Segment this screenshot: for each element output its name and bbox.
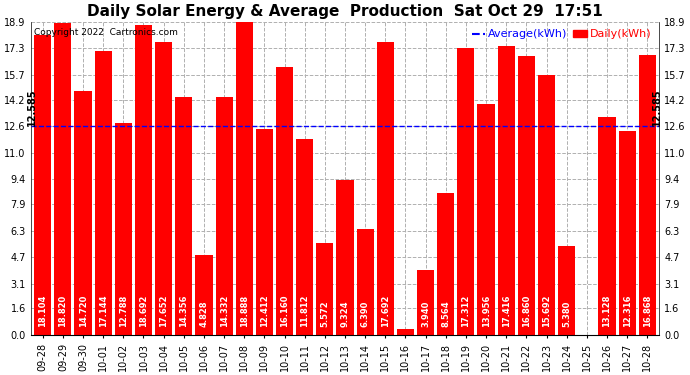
Text: 8.564: 8.564 — [441, 300, 451, 327]
Text: 17.692: 17.692 — [381, 294, 390, 327]
Bar — [135, 25, 152, 335]
Text: 13.956: 13.956 — [482, 294, 491, 327]
Text: 13.128: 13.128 — [602, 294, 611, 327]
Bar — [618, 131, 635, 335]
Bar — [296, 139, 313, 335]
Text: 14.332: 14.332 — [219, 294, 228, 327]
Bar — [598, 117, 615, 335]
Text: 18.820: 18.820 — [59, 294, 68, 327]
Bar — [417, 270, 434, 335]
Bar — [357, 229, 374, 335]
Bar — [195, 255, 213, 335]
Bar — [256, 129, 273, 335]
Title: Daily Solar Energy & Average  Production  Sat Oct 29  17:51: Daily Solar Energy & Average Production … — [87, 4, 603, 19]
Text: 5.380: 5.380 — [562, 300, 571, 327]
Bar — [377, 42, 394, 335]
Bar — [437, 193, 454, 335]
Bar — [397, 328, 414, 335]
Text: 17.312: 17.312 — [462, 294, 471, 327]
Bar — [316, 243, 333, 335]
Text: 5.572: 5.572 — [320, 300, 329, 327]
Text: 9.324: 9.324 — [340, 300, 350, 327]
Text: 12.412: 12.412 — [260, 294, 269, 327]
Text: 11.812: 11.812 — [300, 294, 309, 327]
Text: 17.416: 17.416 — [502, 294, 511, 327]
Bar — [538, 75, 555, 335]
Text: 18.104: 18.104 — [38, 294, 47, 327]
Text: 12.316: 12.316 — [622, 294, 631, 327]
Text: 12.585: 12.585 — [27, 89, 37, 126]
Bar — [75, 91, 92, 335]
Text: 4.828: 4.828 — [199, 300, 208, 327]
Bar — [518, 56, 535, 335]
Legend: Average(kWh), Daily(kWh): Average(kWh), Daily(kWh) — [469, 27, 654, 42]
Text: 6.390: 6.390 — [361, 300, 370, 327]
Text: 12.788: 12.788 — [119, 294, 128, 327]
Bar — [276, 67, 293, 335]
Bar — [34, 35, 51, 335]
Text: 14.720: 14.720 — [79, 294, 88, 327]
Bar — [215, 98, 233, 335]
Bar — [236, 22, 253, 335]
Bar — [497, 46, 515, 335]
Text: 18.888: 18.888 — [239, 294, 249, 327]
Text: 18.692: 18.692 — [139, 294, 148, 327]
Text: 16.860: 16.860 — [522, 294, 531, 327]
Text: 17.652: 17.652 — [159, 294, 168, 327]
Text: 15.692: 15.692 — [542, 294, 551, 327]
Text: 12.585: 12.585 — [652, 89, 662, 126]
Bar — [95, 51, 112, 335]
Bar — [175, 97, 193, 335]
Bar — [55, 23, 72, 335]
Text: Copyright 2022  Cartronics.com: Copyright 2022 Cartronics.com — [34, 28, 177, 37]
Text: 3.940: 3.940 — [421, 300, 430, 327]
Bar — [639, 56, 656, 335]
Bar — [558, 246, 575, 335]
Bar — [457, 48, 475, 335]
Bar — [337, 180, 353, 335]
Text: 16.160: 16.160 — [280, 294, 289, 327]
Text: 17.144: 17.144 — [99, 294, 108, 327]
Text: 16.868: 16.868 — [643, 294, 652, 327]
Bar — [477, 104, 495, 335]
Text: 14.356: 14.356 — [179, 294, 188, 327]
Bar — [155, 42, 172, 335]
Bar — [115, 123, 132, 335]
